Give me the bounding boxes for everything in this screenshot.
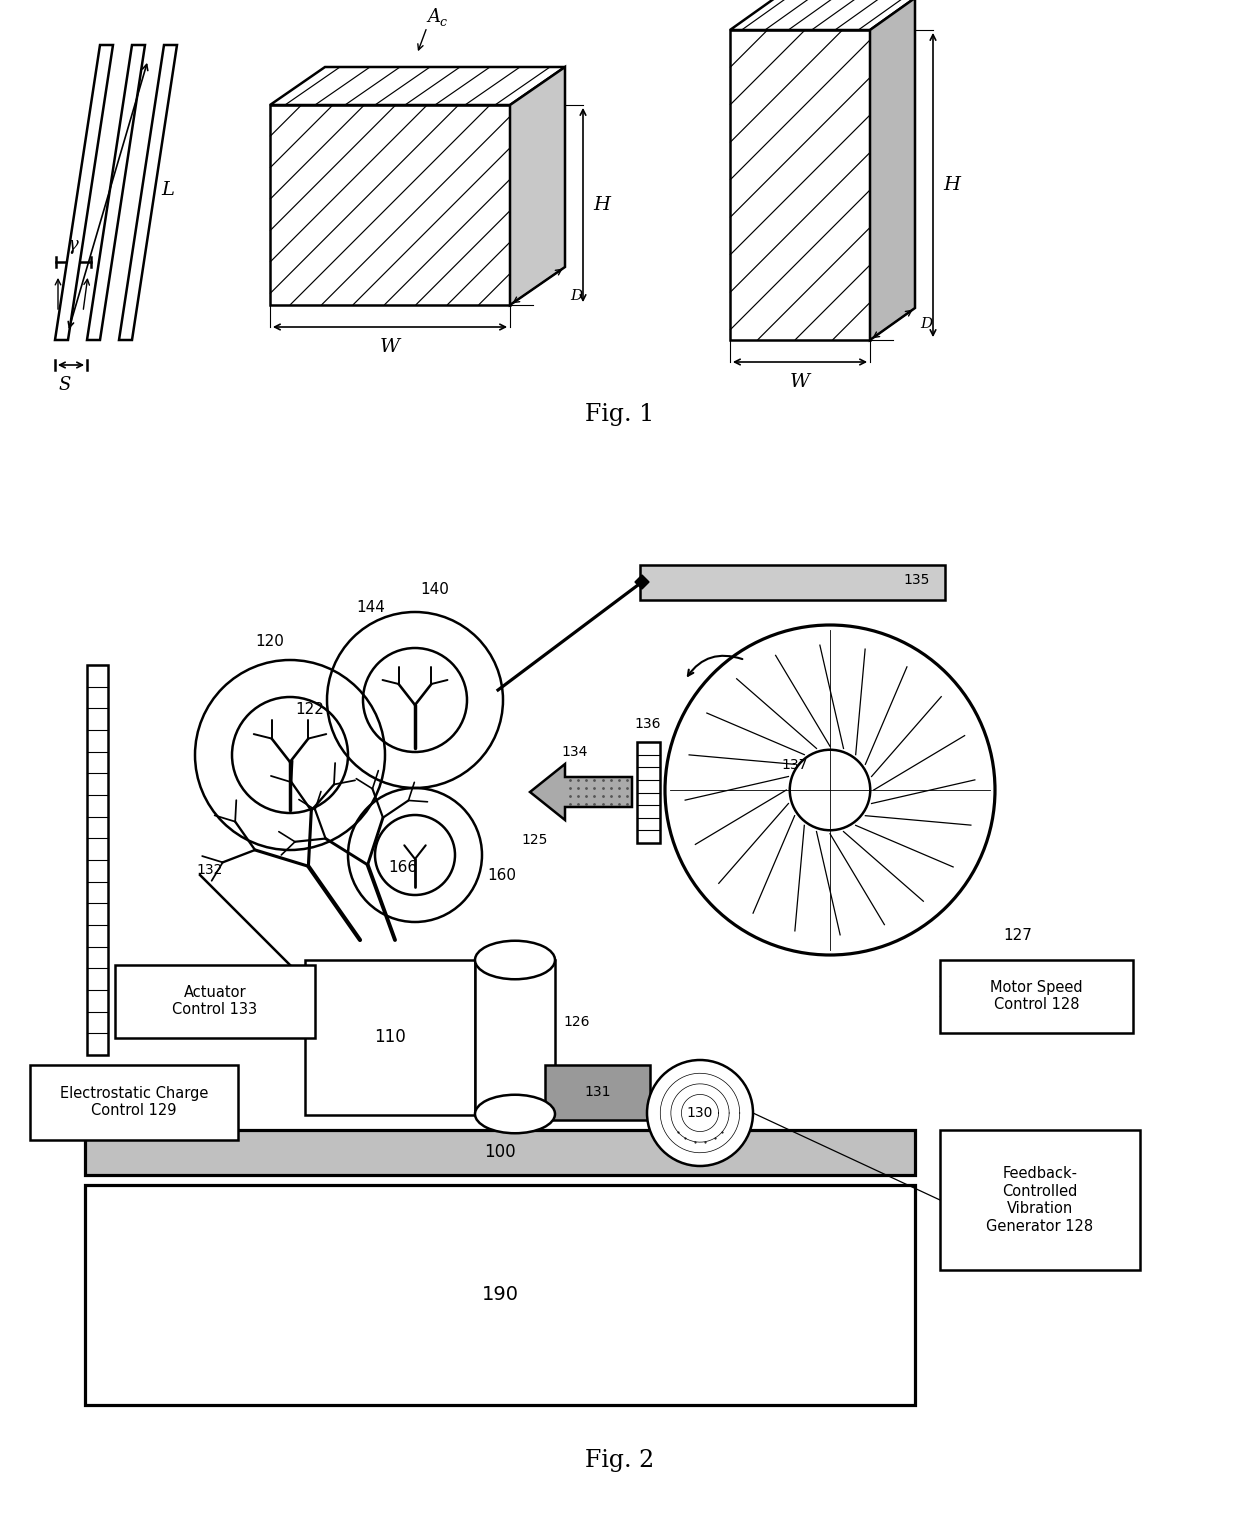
Text: 136: 136 [635, 716, 661, 732]
Text: W: W [790, 373, 810, 392]
Polygon shape [270, 67, 565, 105]
Text: 135: 135 [904, 572, 930, 587]
Polygon shape [635, 575, 649, 589]
Text: A: A [427, 8, 440, 26]
Bar [475, 959, 556, 1114]
Bar [86, 1186, 915, 1406]
Text: 127: 127 [1003, 927, 1032, 943]
Text: γ: γ [68, 235, 78, 254]
Text: 126: 126 [563, 1016, 589, 1029]
Bar [30, 1066, 238, 1140]
Text: 130: 130 [687, 1107, 713, 1120]
Text: c: c [439, 15, 446, 29]
Text: L: L [161, 181, 175, 199]
Text: 140: 140 [420, 583, 449, 598]
Text: 166: 166 [388, 859, 418, 874]
Text: 131: 131 [584, 1085, 611, 1099]
Polygon shape [119, 46, 177, 340]
Text: D: D [570, 288, 583, 304]
Text: 120: 120 [255, 635, 284, 650]
Text: Fig. 2: Fig. 2 [585, 1448, 655, 1471]
Circle shape [647, 1060, 753, 1166]
Text: 160: 160 [487, 867, 516, 882]
Text: Feedback-
Controlled
Vibration
Generator 128: Feedback- Controlled Vibration Generator… [987, 1166, 1094, 1234]
Ellipse shape [475, 1094, 556, 1134]
Bar [640, 565, 945, 600]
Bar [940, 1129, 1140, 1271]
Text: 125: 125 [522, 833, 548, 847]
Polygon shape [529, 764, 632, 820]
Polygon shape [55, 46, 113, 340]
Polygon shape [870, 0, 915, 340]
Bar [637, 742, 660, 842]
Text: Motor Speed
Control 128: Motor Speed Control 128 [991, 979, 1083, 1013]
Text: 100: 100 [484, 1143, 516, 1161]
Bar [305, 959, 475, 1116]
Polygon shape [87, 46, 145, 340]
Bar [86, 1129, 915, 1175]
Bar [270, 105, 510, 305]
Text: 132: 132 [197, 864, 223, 877]
Text: 190: 190 [481, 1286, 518, 1304]
Text: H: H [593, 196, 610, 214]
Text: D: D [920, 317, 932, 331]
Text: W: W [379, 339, 401, 357]
Polygon shape [730, 0, 915, 30]
Text: S: S [58, 376, 71, 395]
Bar [940, 959, 1133, 1034]
Text: H: H [942, 176, 960, 194]
Polygon shape [510, 67, 565, 305]
Text: 122: 122 [295, 701, 324, 716]
Bar [87, 665, 108, 1055]
Text: 144: 144 [356, 600, 384, 615]
Text: 137: 137 [781, 757, 808, 773]
Bar [730, 30, 870, 340]
Text: Actuator
Control 133: Actuator Control 133 [172, 985, 258, 1017]
Bar [546, 1066, 650, 1120]
Text: 134: 134 [562, 745, 588, 759]
Text: Electrostatic Charge
Control 129: Electrostatic Charge Control 129 [60, 1085, 208, 1119]
Text: Fig. 1: Fig. 1 [585, 404, 655, 427]
Text: 110: 110 [374, 1028, 405, 1046]
Ellipse shape [475, 941, 556, 979]
Bar [115, 965, 315, 1038]
